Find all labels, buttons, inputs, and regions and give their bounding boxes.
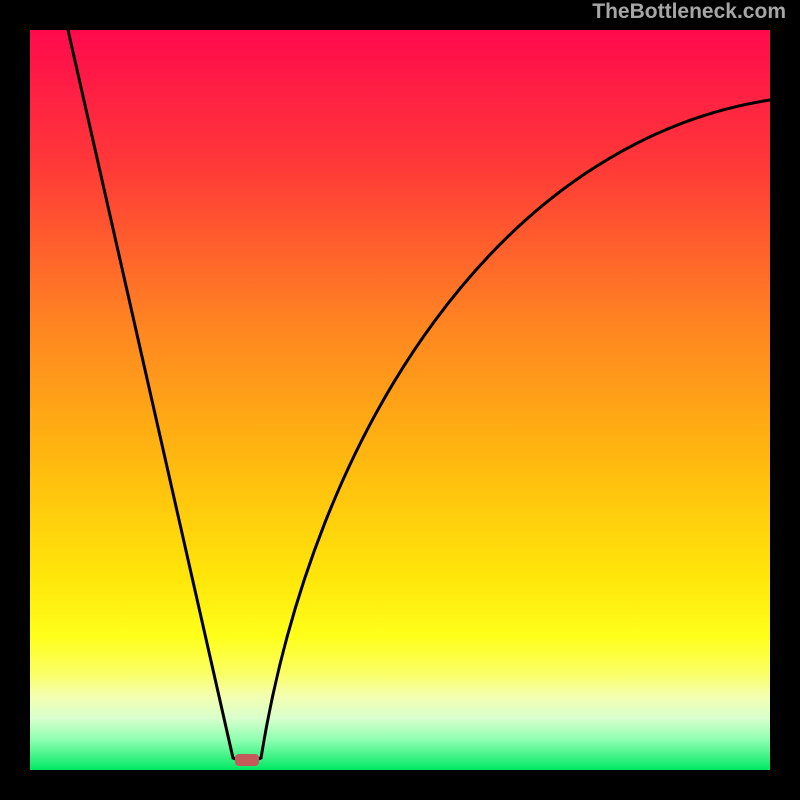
chart-frame: TheBottleneck.com — [0, 0, 800, 800]
bottleneck-curve — [0, 0, 800, 800]
watermark-text: TheBottleneck.com — [592, 0, 786, 24]
dip-marker — [235, 754, 259, 766]
